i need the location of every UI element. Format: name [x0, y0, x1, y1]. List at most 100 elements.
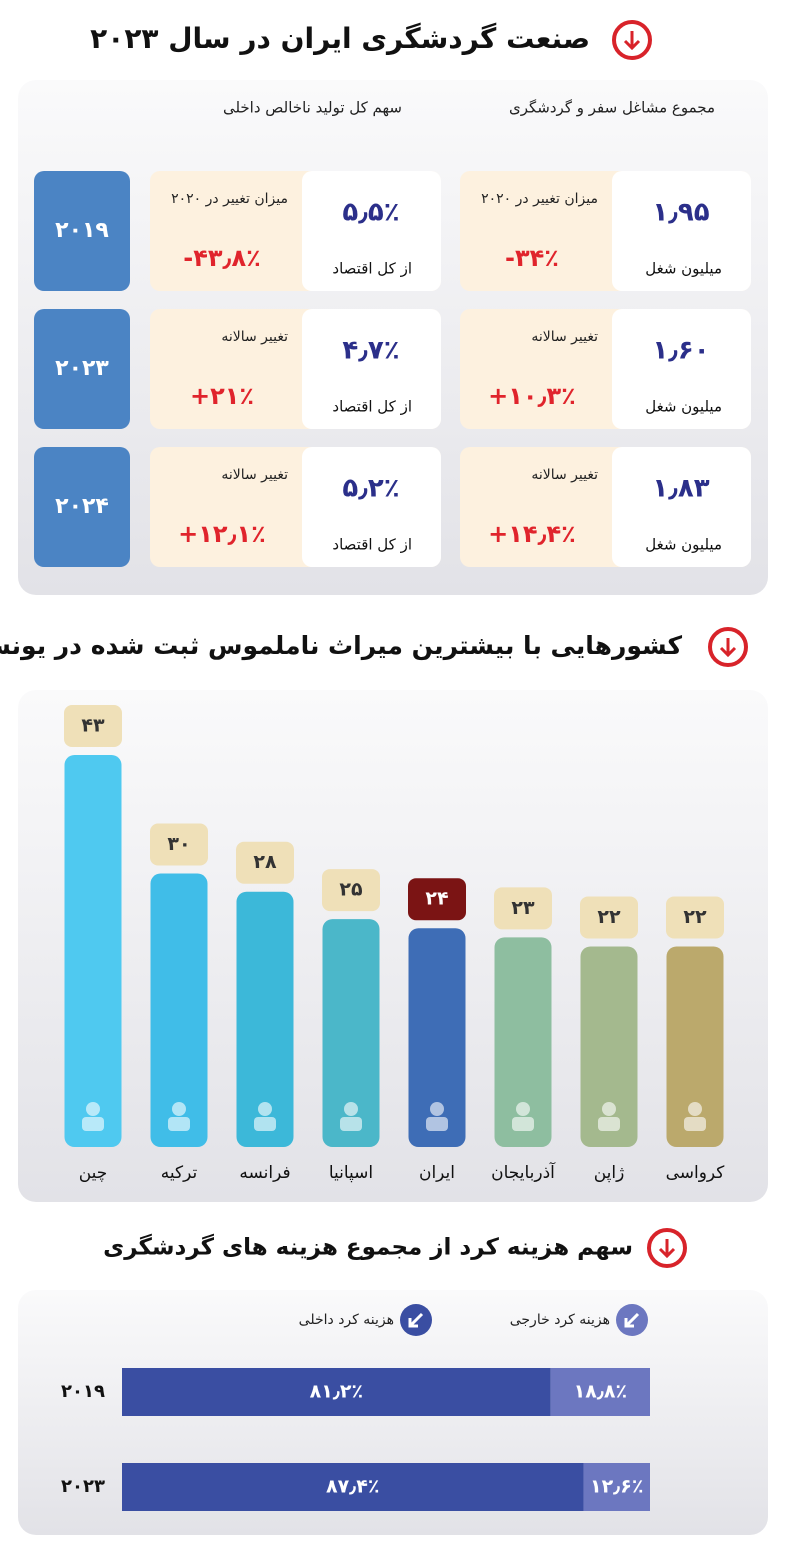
- stat-unit: میلیون شغل: [645, 398, 722, 416]
- y-tick-label: ۲۰۱۹: [61, 1381, 105, 1402]
- bar-icon: [602, 1102, 616, 1116]
- year-box: [34, 309, 130, 429]
- label-box: [408, 878, 466, 921]
- bar-icon: [426, 1117, 448, 1131]
- bar: [236, 891, 294, 1147]
- bar-segment: [122, 1463, 584, 1511]
- icon: [612, 20, 748, 1268]
- stat-value: ۵٫۵٪: [342, 198, 399, 228]
- bar-icon: [688, 1102, 702, 1116]
- column-header: مجموع مشاغل سفر و گردشگری: [509, 99, 715, 117]
- stat-unit: از کل اقتصاد: [332, 260, 412, 278]
- value-card: [612, 171, 751, 291]
- value-card: [302, 309, 441, 429]
- change-label: تغییر سالانه: [221, 329, 288, 345]
- stat-value: ۱٫۶۰: [652, 336, 709, 366]
- value-label: ۲۲: [597, 906, 621, 928]
- value-label: ۲۳: [511, 897, 535, 919]
- bar-segment: [583, 1463, 650, 1511]
- value-card: [302, 171, 441, 291]
- bar-segment: [550, 1368, 650, 1416]
- value-label: ۴۳: [81, 715, 105, 737]
- legend-icon: [408, 1312, 424, 1328]
- bar-icon: [344, 1102, 358, 1116]
- value-label: ۲۸: [253, 851, 277, 873]
- bar-icon: [598, 1117, 620, 1131]
- change-value: -۳۴٪: [505, 244, 559, 272]
- year: ۲۰۲۳: [55, 356, 109, 381]
- value-label: ۸۷٫۴٪: [326, 1476, 379, 1498]
- bar-icon: [340, 1117, 362, 1131]
- column-header: سهم کل تولید ناخالص داخلی: [223, 99, 402, 117]
- year: ۲۰۱۹: [55, 218, 109, 243]
- bar-icon: [684, 1117, 706, 1131]
- change-label: میزان تغییر در ۲۰۲۰: [171, 191, 288, 207]
- legend-label: هزینه کرد خارجی: [510, 1312, 610, 1328]
- label-box: [322, 869, 380, 912]
- bar-icon: [512, 1117, 534, 1131]
- stat-value: ۵٫۲٪: [342, 474, 399, 504]
- bar: [666, 946, 724, 1147]
- value-card: [612, 447, 751, 567]
- x-tick-label: آذربایجان: [491, 1161, 556, 1183]
- label-box: [666, 896, 724, 939]
- change-value: -۴۳٫۸٪: [183, 244, 261, 272]
- x-tick-label: ژاپن: [594, 1163, 625, 1183]
- stat-value: ۱٫۸۳: [652, 474, 709, 504]
- stat-unit: میلیون شغل: [645, 260, 722, 278]
- value-card: [612, 309, 751, 429]
- title: صنعت گردشگری ایران در سال ۲۰۲۳: [90, 22, 590, 55]
- x-tick-label: فرانسه: [239, 1163, 290, 1183]
- x-tick-label: ترکیه: [161, 1163, 198, 1183]
- change-label: تغییر سالانه: [531, 329, 598, 345]
- x-tick-label: کرواسی: [666, 1163, 726, 1183]
- bar: [150, 873, 208, 1147]
- value-label: ۲۴: [425, 888, 448, 910]
- bar: [64, 755, 122, 1147]
- value-card: [302, 447, 441, 567]
- value-label: ۲۲: [683, 906, 707, 928]
- bar-icon: [254, 1117, 276, 1131]
- change-label: تغییر سالانه: [531, 467, 598, 483]
- bar-icon: [82, 1117, 104, 1131]
- x-tick-label: ایران: [419, 1163, 455, 1183]
- bar: [322, 919, 380, 1147]
- value-label: ۱۲٫۶٪: [590, 1476, 643, 1498]
- bar: [580, 946, 638, 1147]
- change-value: +۱۴٫۴٪: [488, 520, 576, 548]
- change-value: +۲۱٪: [190, 382, 254, 410]
- chart-title: کشورهایی با بیشترین میراث ناملموس ثبت شد…: [0, 631, 682, 661]
- bar-icon: [258, 1102, 272, 1116]
- stat-value: ۴٫۷٪: [342, 336, 399, 366]
- value-label: ۳۰: [167, 833, 190, 855]
- value-label: ۲۵: [339, 879, 363, 901]
- year-box: [34, 171, 130, 291]
- label-box: [150, 823, 208, 866]
- stat-unit: از کل اقتصاد: [332, 536, 412, 554]
- chart-title: سهم هزینه کرد از مجموع هزینه های گردشگری: [103, 1234, 633, 1261]
- bar-icon: [516, 1102, 530, 1116]
- change-value: +۱۲٫۱٪: [178, 520, 266, 548]
- change-label: میزان تغییر در ۲۰۲۰: [481, 191, 598, 207]
- value-label: ۸۱٫۲٪: [310, 1381, 363, 1403]
- x-tick-label: اسپانیا: [329, 1163, 373, 1183]
- year-box: [34, 447, 130, 567]
- change-label: تغییر سالانه: [221, 467, 288, 483]
- bar: [408, 928, 466, 1147]
- stat-unit: میلیون شغل: [645, 536, 722, 554]
- bar-icon: [168, 1117, 190, 1131]
- change-value: +۱۰٫۳٪: [488, 382, 576, 410]
- legend-icon: [624, 1312, 640, 1328]
- stat-value: ۱٫۹۵: [652, 198, 709, 228]
- bar-icon: [86, 1102, 100, 1116]
- bar-segment: [122, 1368, 551, 1416]
- y-tick-label: ۲۰۲۳: [61, 1476, 105, 1497]
- label-box: [236, 841, 294, 884]
- bar-icon: [430, 1102, 444, 1116]
- value-label: ۱۸٫۸٪: [574, 1381, 627, 1403]
- label-box: [64, 705, 122, 747]
- label-box: [580, 896, 638, 939]
- stat-unit: از کل اقتصاد: [332, 398, 412, 416]
- x-tick-label: چین: [79, 1163, 108, 1183]
